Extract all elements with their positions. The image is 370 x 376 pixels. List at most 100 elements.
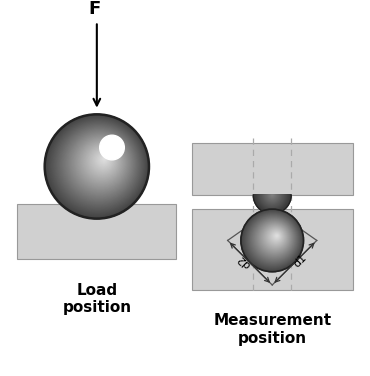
Circle shape xyxy=(246,213,300,267)
Polygon shape xyxy=(256,195,288,211)
Circle shape xyxy=(97,153,110,166)
Circle shape xyxy=(90,148,115,173)
Polygon shape xyxy=(258,195,287,209)
Polygon shape xyxy=(271,195,274,196)
Circle shape xyxy=(63,128,136,201)
Circle shape xyxy=(78,139,124,186)
Circle shape xyxy=(98,154,110,165)
Circle shape xyxy=(266,228,285,247)
Polygon shape xyxy=(262,195,282,205)
Circle shape xyxy=(260,223,289,252)
Circle shape xyxy=(71,134,130,193)
Circle shape xyxy=(49,118,146,214)
Polygon shape xyxy=(270,195,275,197)
Circle shape xyxy=(268,229,284,245)
Circle shape xyxy=(241,209,303,272)
Polygon shape xyxy=(256,195,288,211)
Polygon shape xyxy=(265,195,280,203)
Circle shape xyxy=(262,225,288,250)
Circle shape xyxy=(90,148,115,174)
Circle shape xyxy=(270,231,282,243)
Circle shape xyxy=(243,211,302,270)
Circle shape xyxy=(100,156,108,164)
Circle shape xyxy=(249,215,297,264)
Circle shape xyxy=(92,149,114,171)
Circle shape xyxy=(104,139,121,156)
Circle shape xyxy=(251,217,296,261)
Polygon shape xyxy=(264,195,281,203)
Circle shape xyxy=(250,216,296,262)
Circle shape xyxy=(248,214,298,264)
Circle shape xyxy=(272,232,280,241)
Circle shape xyxy=(249,215,297,263)
Circle shape xyxy=(256,220,293,257)
Circle shape xyxy=(262,224,288,251)
Circle shape xyxy=(250,216,297,263)
Circle shape xyxy=(81,142,122,182)
Circle shape xyxy=(252,217,296,261)
Circle shape xyxy=(54,121,142,209)
Polygon shape xyxy=(255,195,290,212)
Circle shape xyxy=(96,153,111,167)
Circle shape xyxy=(84,144,120,179)
Circle shape xyxy=(267,228,285,246)
Circle shape xyxy=(85,144,119,178)
Circle shape xyxy=(268,229,283,244)
Circle shape xyxy=(81,141,122,183)
Circle shape xyxy=(267,228,284,246)
Circle shape xyxy=(276,235,278,237)
Circle shape xyxy=(245,212,300,267)
Circle shape xyxy=(95,152,111,168)
Circle shape xyxy=(263,226,287,249)
Circle shape xyxy=(270,231,282,242)
Polygon shape xyxy=(260,195,284,207)
Polygon shape xyxy=(270,195,274,197)
Circle shape xyxy=(70,133,130,193)
Circle shape xyxy=(64,129,134,199)
Polygon shape xyxy=(261,195,283,206)
Circle shape xyxy=(48,117,147,216)
Text: F: F xyxy=(89,0,101,18)
Polygon shape xyxy=(259,195,286,209)
Circle shape xyxy=(263,225,287,250)
Circle shape xyxy=(61,127,137,202)
Circle shape xyxy=(57,123,140,207)
Polygon shape xyxy=(254,195,290,213)
Circle shape xyxy=(249,215,298,264)
Circle shape xyxy=(265,227,286,248)
Circle shape xyxy=(94,151,112,169)
Circle shape xyxy=(266,227,285,247)
Circle shape xyxy=(259,222,290,254)
Circle shape xyxy=(67,131,132,196)
Circle shape xyxy=(244,211,301,268)
Circle shape xyxy=(47,116,147,216)
Circle shape xyxy=(253,218,295,260)
Polygon shape xyxy=(269,195,275,198)
Circle shape xyxy=(255,220,293,258)
Polygon shape xyxy=(262,195,283,205)
Circle shape xyxy=(261,224,289,252)
Polygon shape xyxy=(264,195,280,203)
Polygon shape xyxy=(268,195,276,199)
Circle shape xyxy=(251,217,296,262)
Polygon shape xyxy=(272,195,273,196)
Polygon shape xyxy=(259,195,286,208)
Circle shape xyxy=(46,115,148,217)
Circle shape xyxy=(55,122,141,208)
Circle shape xyxy=(258,221,291,255)
Circle shape xyxy=(102,157,106,161)
Circle shape xyxy=(263,225,287,250)
Polygon shape xyxy=(263,195,281,204)
Circle shape xyxy=(84,143,120,180)
Circle shape xyxy=(87,146,118,177)
Circle shape xyxy=(245,212,301,268)
Polygon shape xyxy=(263,195,282,205)
Circle shape xyxy=(272,232,280,240)
Circle shape xyxy=(272,232,281,241)
Bar xyxy=(192,209,353,290)
Circle shape xyxy=(71,134,129,192)
Circle shape xyxy=(57,124,139,206)
Circle shape xyxy=(255,220,293,257)
Circle shape xyxy=(62,127,136,202)
Circle shape xyxy=(104,158,105,160)
